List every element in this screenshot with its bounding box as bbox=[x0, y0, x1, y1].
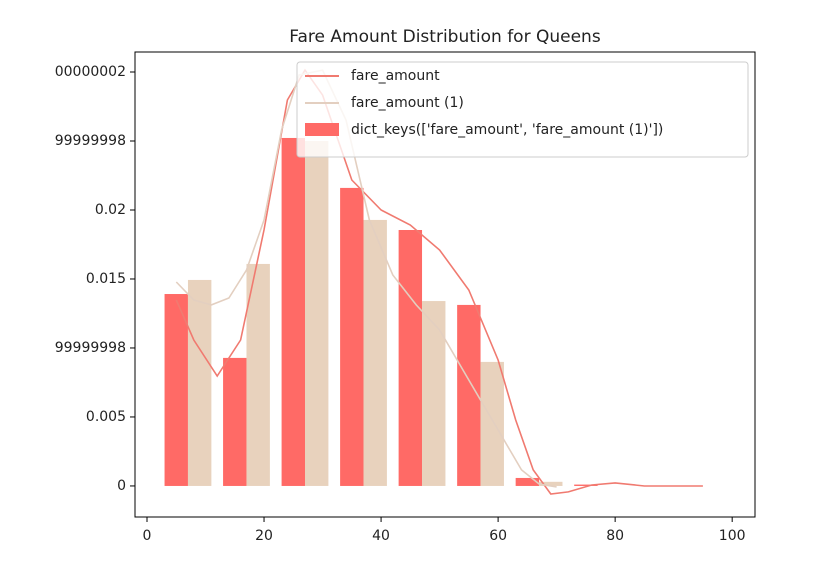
chart-title: Fare Amount Distribution for Queens bbox=[289, 27, 601, 47]
x-tick-label: 20 bbox=[255, 528, 273, 544]
bar bbox=[304, 140, 329, 486]
bar bbox=[480, 361, 504, 486]
x-tick-label: 0 bbox=[143, 528, 152, 544]
legend-label: dict_keys(['fare_amount', 'fare_amount (… bbox=[351, 122, 663, 138]
legend-label: fare_amount bbox=[351, 68, 440, 84]
bar bbox=[223, 357, 247, 486]
bar bbox=[340, 187, 364, 486]
y-tick-label: 0.02 bbox=[95, 202, 126, 218]
x-tick-label: 80 bbox=[606, 528, 624, 544]
bar bbox=[515, 477, 540, 486]
bar bbox=[457, 304, 481, 486]
bar bbox=[164, 294, 188, 486]
axes-frame bbox=[134, 51, 756, 518]
y-tick-label: 0.015 bbox=[86, 271, 126, 287]
y-tick-label: 99999998 bbox=[55, 340, 126, 356]
bar bbox=[398, 229, 423, 486]
bar bbox=[246, 263, 270, 486]
y-tick-label: 00000002 bbox=[55, 64, 126, 80]
y-tick-label: 99999998 bbox=[55, 133, 126, 149]
y-tick-label: 0.005 bbox=[86, 409, 126, 425]
legend-swatch bbox=[305, 123, 339, 136]
bar bbox=[574, 484, 598, 486]
legend-box bbox=[296, 61, 749, 158]
kde-line bbox=[175, 68, 703, 495]
bar bbox=[422, 301, 446, 486]
bar bbox=[187, 279, 212, 486]
bar bbox=[363, 219, 387, 486]
bar bbox=[281, 137, 305, 486]
y-tick-label: 0 bbox=[117, 478, 126, 494]
legend: fare_amount fare_amount (1) dict_keys(['fa… bbox=[296, 61, 749, 158]
legend-label: fare_amount (1) bbox=[351, 95, 464, 111]
x-tick-label: 100 bbox=[719, 528, 746, 544]
x-tick-label: 60 bbox=[489, 528, 507, 544]
bar bbox=[539, 481, 563, 486]
x-tick-label: 40 bbox=[372, 528, 390, 544]
